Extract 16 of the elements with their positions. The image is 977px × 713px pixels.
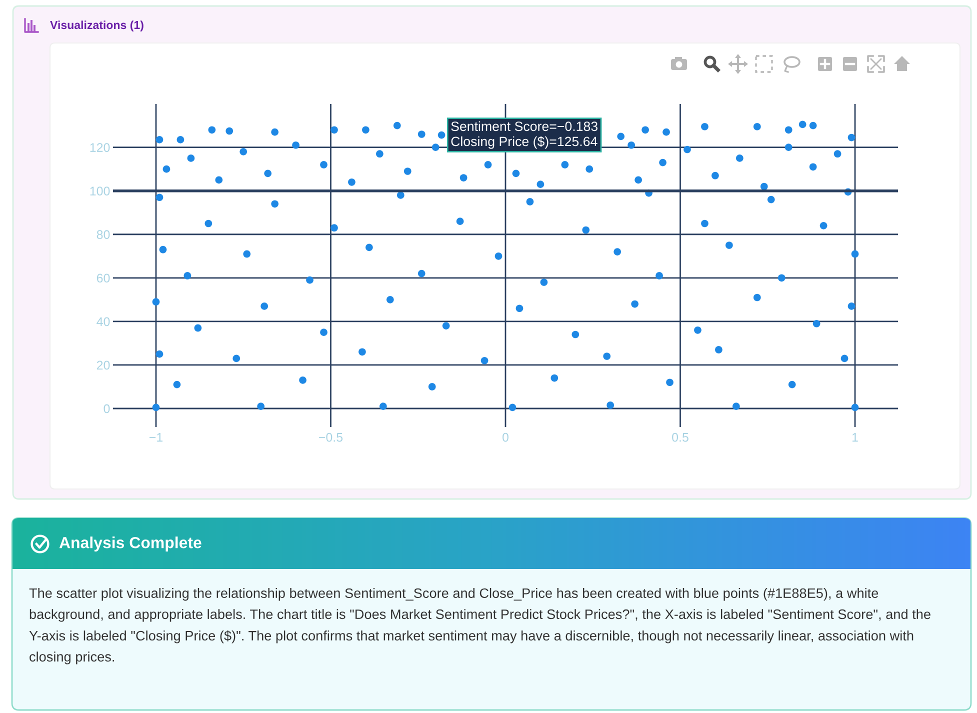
y-tick-label: 60 [96,274,110,283]
text: The scatter plot visualizing the relationship between Sentiment_Score and Close_Price has been created with blue points (#1E88E5), a white background, and appropriate labels. The chart title is "Does Market Sentiment Predict Stock Prices?", the X-axis is labeled "Sentiment Score", and the Y-axis is labeled "Closing Price ($)". The plot confirms that market sentiment may have a discernible, though not necessarily linear, association with closing prices. [29,588,930,664]
chart-title: Visualizations (1) [50,20,144,32]
y-tick-label: 20 [96,360,110,370]
y-tick-label: 80 [96,230,110,240]
x-tick-label: 0.5 [672,432,688,442]
text: Analysis Complete [59,536,202,552]
x-tick-label: −0.5 [319,432,343,442]
x-tick-label: −1 [149,433,163,442]
y-tick-label: 120 [90,143,110,152]
x-tick-label: 1 [852,433,858,442]
y-tick-label: 100 [90,186,110,196]
y-tick-label: 0 [104,404,110,414]
x-tick-label: 0 [502,432,508,442]
annotation: Sentiment Score=−0.183 Closing Price ($)=125.64 [451,121,598,149]
y-tick-label: 40 [96,317,110,326]
